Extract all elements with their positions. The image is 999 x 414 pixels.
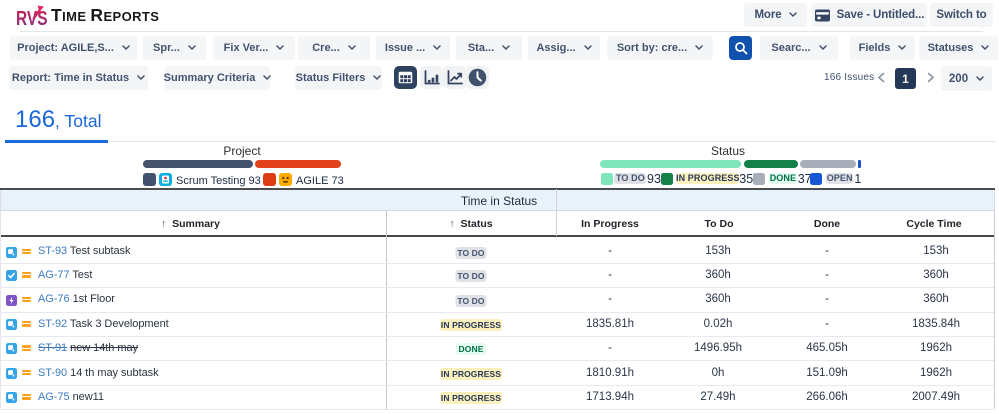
svg-text:RVS: RVS — [16, 8, 48, 30]
